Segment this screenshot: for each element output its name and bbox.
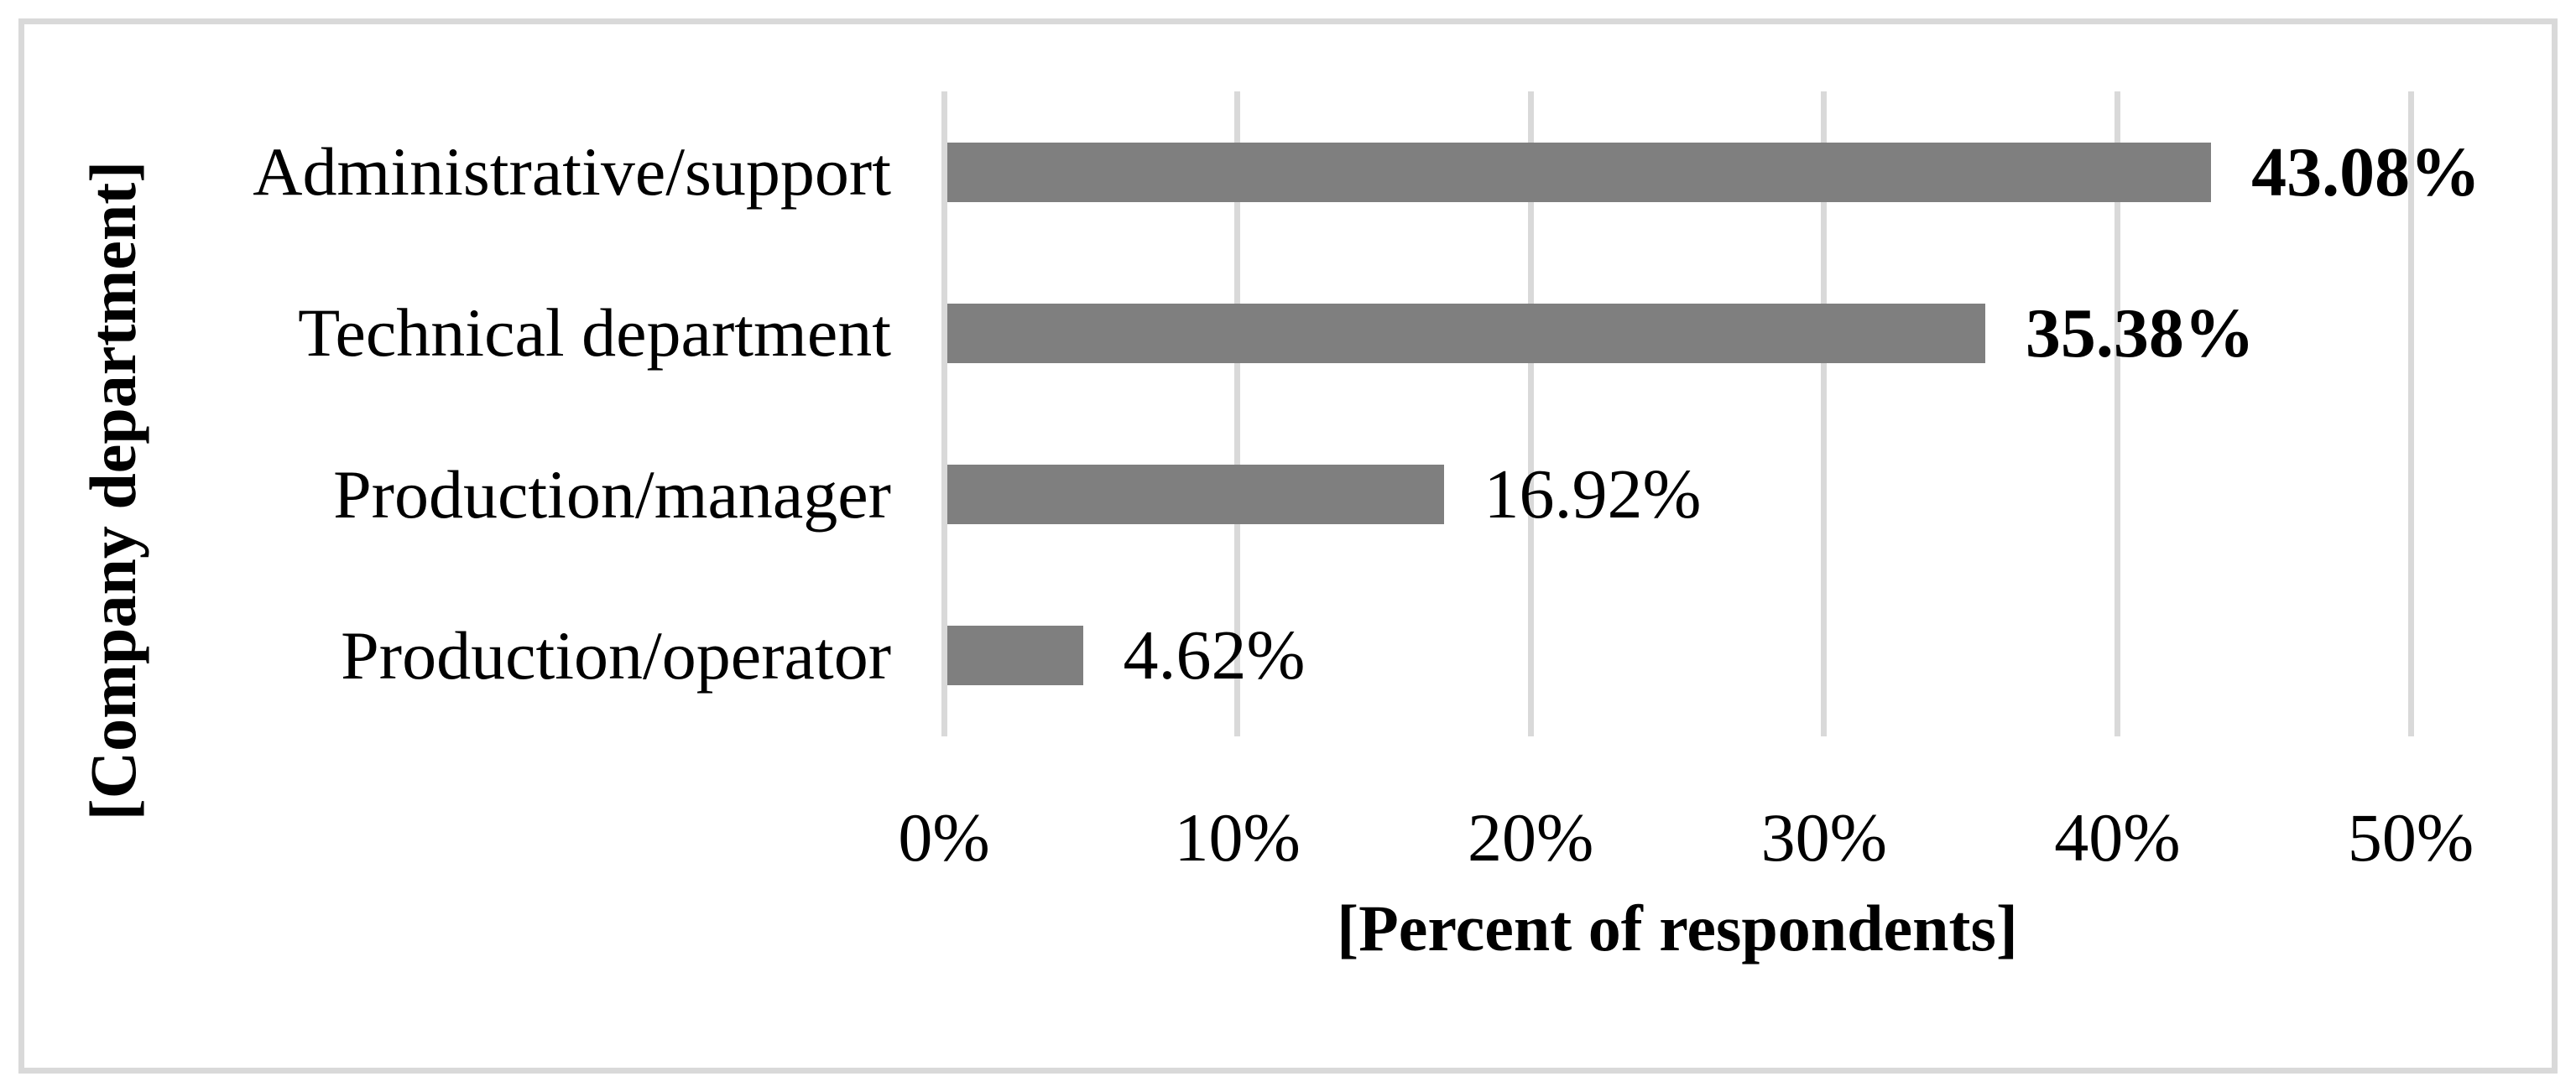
- gridline-40%: [2114, 91, 2120, 736]
- category-label: Administrative/support: [253, 133, 891, 211]
- x-tick-label-30%: 30%: [1760, 799, 1887, 876]
- data-label: 35.38%: [2025, 294, 2255, 372]
- category-axis-labels: Administrative/support Technical departme…: [34, 91, 891, 736]
- data-label: 16.92%: [1484, 455, 1702, 534]
- chart-area-border: [18, 18, 2558, 1074]
- gridline-50%: [2407, 91, 2414, 736]
- x-tick-label-40%: 40%: [2054, 799, 2181, 876]
- gridline-30%: [1821, 91, 1828, 736]
- category-label: Production/manager: [333, 455, 891, 533]
- bar-Production/manager: [947, 465, 1444, 525]
- x-tick-label-0%: 0%: [898, 799, 990, 876]
- bar-Administrative/support: [947, 142, 2212, 202]
- bar-Production/operator: [947, 626, 1083, 686]
- category-label: Technical department: [298, 294, 891, 372]
- x-tick-label-50%: 50%: [2347, 799, 2474, 876]
- gridline-0%: [941, 91, 947, 736]
- data-label: 43.08%: [2251, 133, 2481, 211]
- category-label: Production/operator: [341, 616, 891, 694]
- x-tick-label-20%: 20%: [1468, 799, 1594, 876]
- x-axis-title: [Percent of respondents]: [1337, 892, 2018, 965]
- bar-Technical department: [947, 303, 1985, 363]
- gridline-10%: [1234, 91, 1241, 736]
- x-tick-label-10%: 10%: [1174, 799, 1301, 876]
- plot-area: 43.08% 35.38% 16.92% 4.62%: [941, 91, 2480, 736]
- data-label: 4.62%: [1123, 616, 1306, 695]
- gridline-20%: [1527, 91, 1534, 736]
